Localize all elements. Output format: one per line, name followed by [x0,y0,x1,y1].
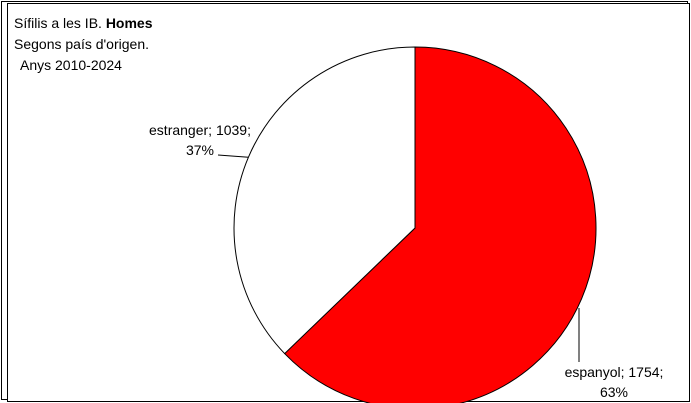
slice-label-estranger-line2: 37% [132,140,268,160]
slice-label-espanyol: espanyol; 1754; 63% [548,362,680,402]
slice-label-estranger-line1: estranger; 1039; [132,120,268,140]
slice-label-espanyol-line1: espanyol; 1754; [548,362,680,382]
slice-label-espanyol-line2: 63% [548,382,680,402]
slice-label-estranger: estranger; 1039; 37% [132,120,268,160]
